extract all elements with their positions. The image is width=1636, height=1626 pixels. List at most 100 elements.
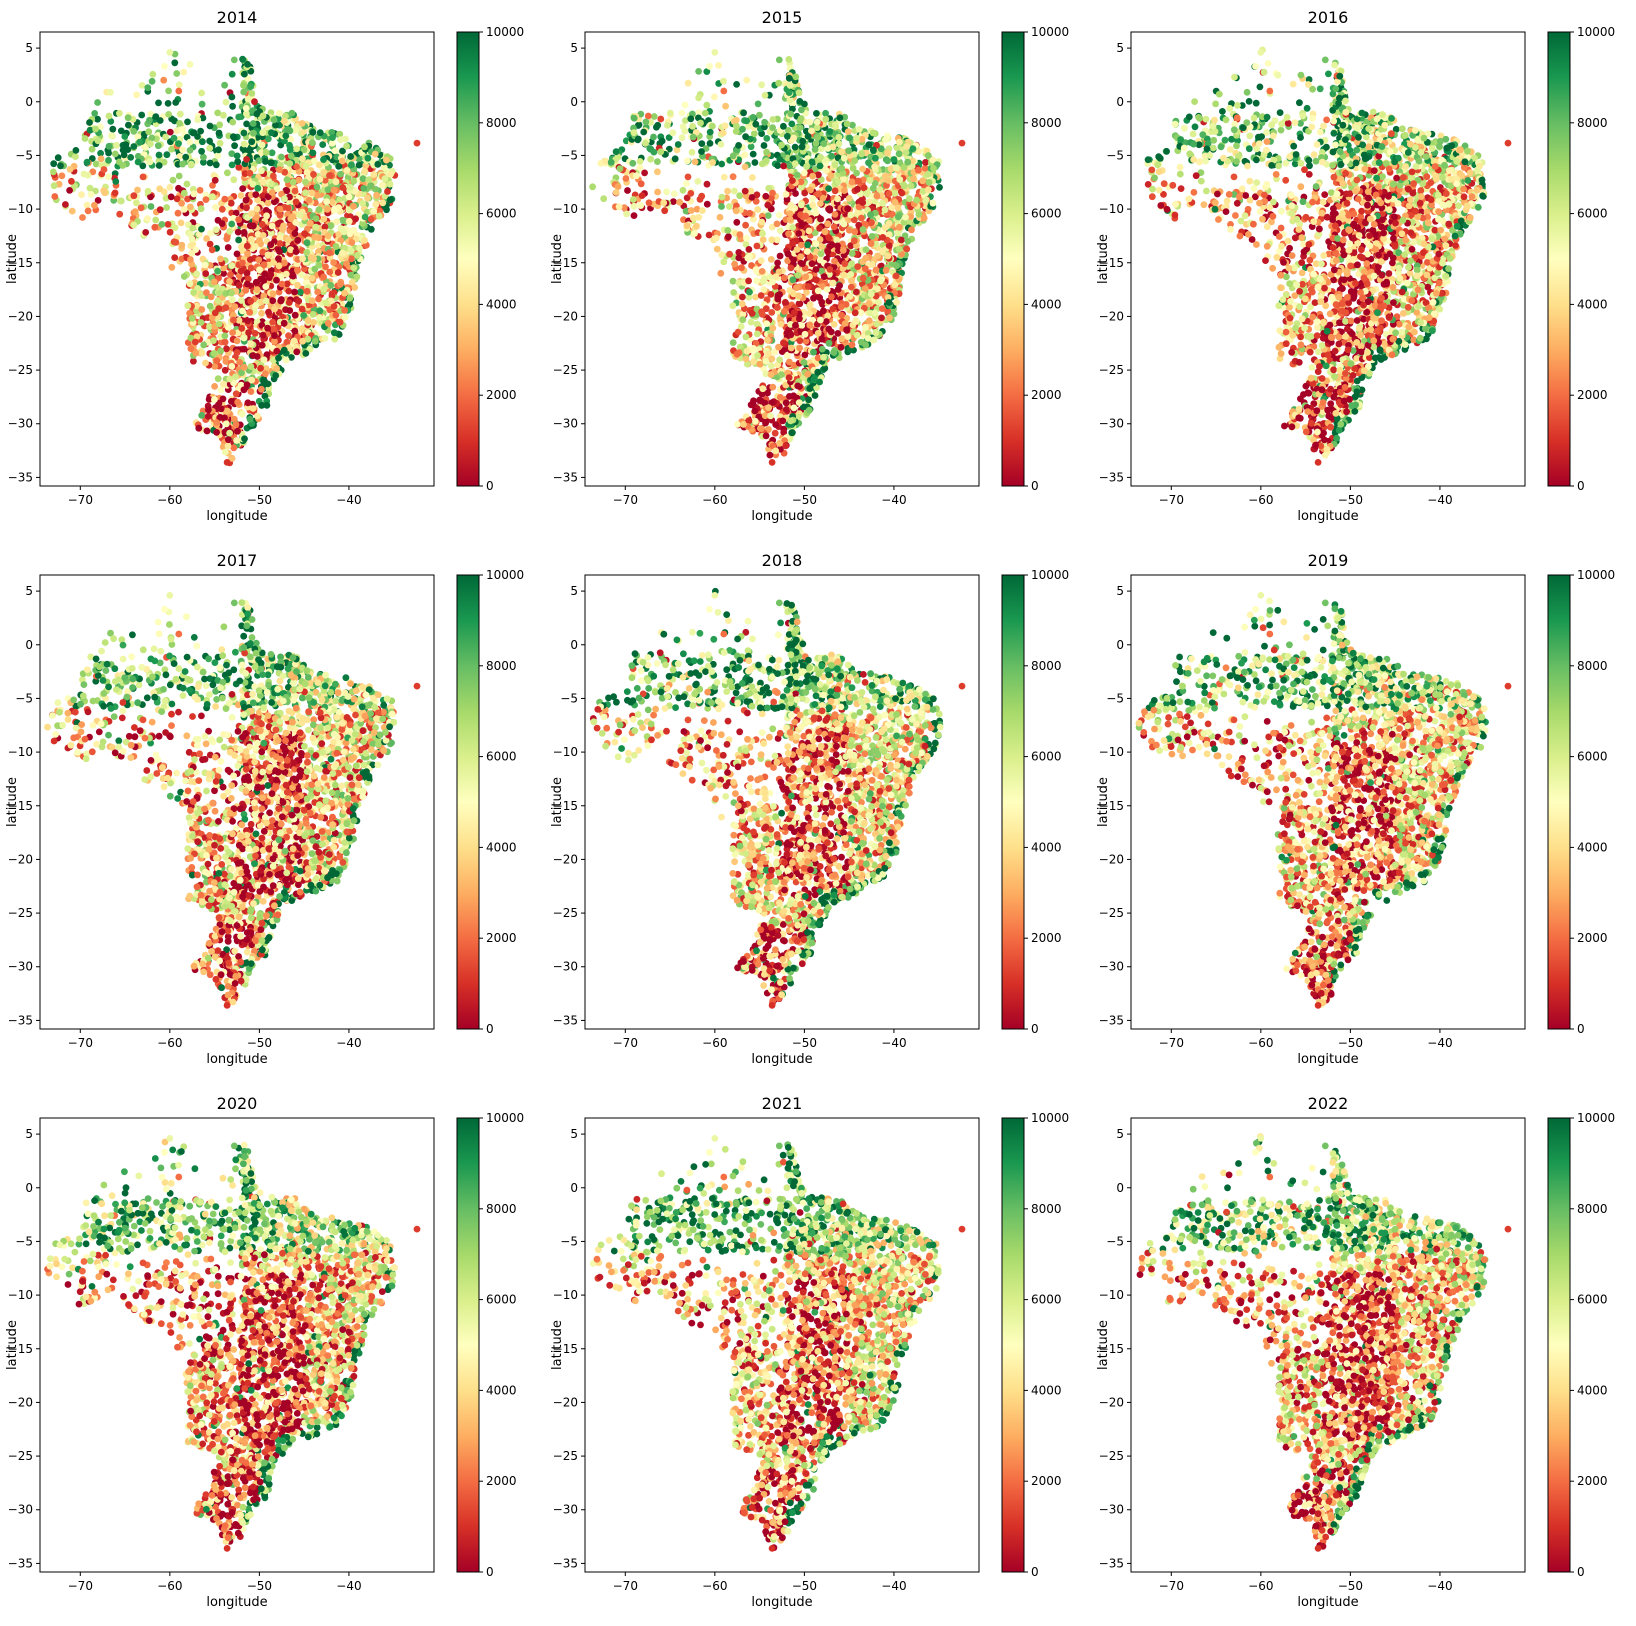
data-point (275, 255, 282, 262)
data-point (182, 154, 189, 161)
data-point (213, 419, 220, 426)
data-point (216, 130, 223, 137)
data-point (330, 259, 337, 266)
data-point (243, 204, 250, 211)
data-point (211, 363, 218, 370)
data-point (270, 290, 277, 297)
data-point (346, 194, 353, 201)
data-point (863, 246, 870, 253)
data-point (116, 211, 123, 218)
data-point (234, 153, 241, 160)
data-point (339, 250, 346, 257)
data-point (187, 139, 194, 146)
data-point (641, 170, 648, 177)
data-point (226, 278, 233, 285)
data-point (849, 178, 856, 185)
data-point (213, 161, 220, 168)
data-point (283, 357, 290, 364)
data-point (798, 115, 805, 122)
data-point (331, 336, 338, 343)
data-point (171, 254, 178, 261)
data-point (317, 176, 324, 183)
data-point (631, 212, 638, 219)
data-point (783, 399, 790, 406)
data-point (654, 189, 661, 196)
data-point (320, 216, 327, 223)
data-point (763, 135, 770, 142)
data-point (206, 138, 213, 145)
data-point (846, 227, 853, 234)
data-point (720, 78, 727, 85)
x-axis-label: longitude (206, 509, 267, 524)
data-point (793, 284, 800, 291)
data-point (238, 325, 245, 332)
data-point (244, 318, 251, 325)
data-point (121, 133, 128, 140)
data-point (149, 71, 156, 78)
data-point (243, 105, 250, 112)
data-point (241, 435, 248, 442)
colorbar-tick-label: 6000 (486, 207, 517, 221)
data-point (313, 215, 320, 222)
data-point (250, 405, 257, 412)
data-point (265, 309, 272, 316)
data-point (121, 152, 128, 159)
data-point (285, 237, 292, 244)
data-point (847, 293, 854, 300)
data-point (267, 241, 274, 248)
data-point (785, 230, 792, 237)
data-point (281, 320, 288, 327)
data-point (806, 228, 813, 235)
data-point (247, 388, 254, 395)
data-point (247, 170, 254, 177)
data-point (101, 189, 108, 196)
data-point (175, 140, 182, 147)
x-tick-label: −40 (336, 493, 361, 507)
data-point (624, 187, 631, 194)
data-point (213, 429, 220, 436)
data-point (804, 241, 811, 248)
data-point (79, 214, 86, 221)
data-point (761, 142, 768, 149)
data-point (309, 189, 316, 196)
data-point (828, 172, 835, 179)
data-point (59, 172, 66, 179)
data-point (223, 420, 230, 427)
data-point (292, 312, 299, 319)
data-point (326, 172, 333, 179)
data-point (189, 315, 196, 322)
data-point (809, 195, 816, 202)
data-point (339, 217, 346, 224)
data-point (286, 299, 293, 306)
data-point (651, 113, 658, 120)
data-point (252, 303, 259, 310)
data-point (248, 363, 255, 370)
data-point (250, 120, 257, 127)
data-point (286, 307, 293, 314)
data-point (815, 330, 822, 337)
data-point (739, 126, 746, 133)
data-point (233, 390, 240, 397)
data-point (171, 135, 178, 142)
data-point (203, 196, 210, 203)
data-point (292, 230, 299, 237)
data-point (755, 101, 762, 108)
data-point (147, 140, 154, 147)
data-point (202, 360, 209, 367)
data-point (198, 226, 205, 233)
data-point (867, 211, 874, 218)
data-point (841, 155, 848, 162)
data-point (896, 246, 903, 253)
data-point (646, 199, 653, 206)
data-point (761, 275, 768, 282)
data-point (731, 188, 738, 195)
data-point (307, 220, 314, 227)
data-point (268, 129, 275, 136)
data-point (245, 329, 252, 336)
data-point (637, 202, 644, 209)
data-point (813, 140, 820, 147)
data-point (262, 370, 269, 377)
data-point (187, 204, 194, 211)
data-point (682, 102, 689, 109)
data-point (235, 216, 242, 223)
